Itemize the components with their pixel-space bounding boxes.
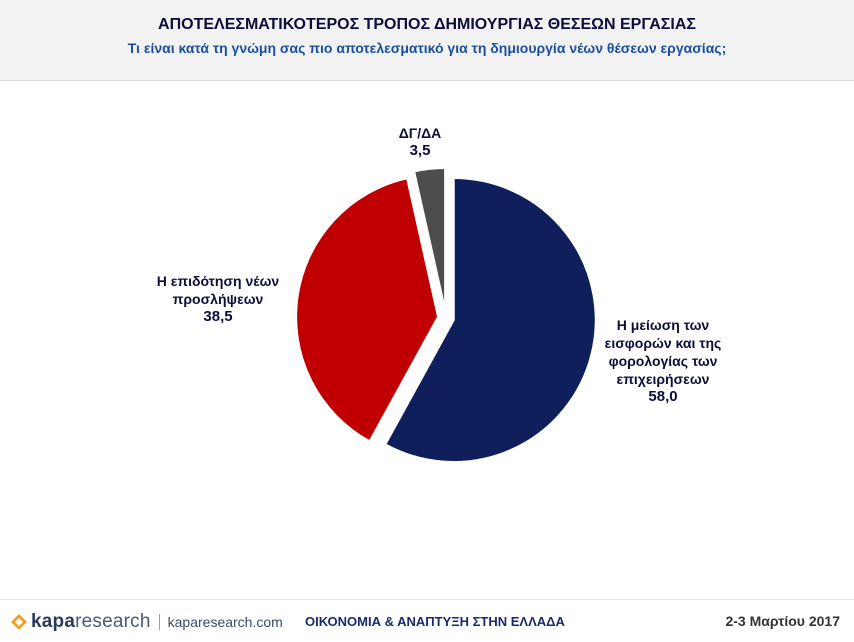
header-bar: ΑΠΟΤΕΛΕΣΜΑΤΙΚΟΤΕΡΟΣ ΤΡΟΠΟΣ ΔΗΜΙΟΥΡΓΙΑΣ Θ…: [0, 0, 854, 81]
slice-label-line: Η μείωση των: [616, 317, 710, 333]
slice-label-dont-know: ΔΓ/ΔΑ 3,5: [380, 124, 460, 160]
brand-separator: [158, 614, 160, 630]
brand-name-bold: kapa: [31, 611, 76, 632]
page-title: ΑΠΟΤΕΛΕΣΜΑΤΙΚΟΤΕΡΟΣ ΤΡΟΠΟΣ ΔΗΜΙΟΥΡΓΙΑΣ Θ…: [158, 16, 696, 33]
footer-caption: ΟΙΚΟΝΟΜΙΑ & ΑΝΑΠΤΥΞΗ ΣΤΗΝ ΕΛΛΑΔΑ: [305, 614, 565, 629]
pie-slice-dont-know: [412, 167, 447, 311]
slice-label-line: προσλήψεων: [172, 291, 264, 307]
slice-value: 38,5: [203, 308, 233, 325]
kapa-logo-icon: [11, 614, 27, 630]
brand-logo: kaparesearch kaparesearch.com: [10, 611, 283, 633]
brand-name-light: research: [75, 611, 151, 632]
slice-label-hiring-subsidy: Η επιδότηση νέων προσλήψεων 38,5: [148, 272, 288, 326]
slice-label-line: εισφορών και της: [604, 335, 722, 351]
page-subtitle: Τι είναι κατά τη γνώμη σας πιο αποτελεσμ…: [127, 40, 727, 56]
footer-date: 2-3 Μαρτίου 2017: [725, 613, 840, 629]
brand-name: kaparesearch: [31, 611, 151, 633]
slice-label-line: φορολογίας των: [608, 353, 718, 369]
brand-site: kaparesearch.com: [167, 614, 283, 630]
pie-slice-hiring-subsidy: [295, 177, 440, 443]
pie-slice-reduce-contributions: [383, 176, 597, 463]
slice-value: 3,5: [409, 142, 431, 159]
slice-label-line: ΔΓ/ΔΑ: [398, 125, 442, 141]
slice-label-line: επιχειρήσεων: [616, 371, 710, 387]
footer-bar: [0, 599, 854, 642]
slice-value: 58,0: [648, 388, 678, 405]
slice-label-line: Η επιδότηση νέων: [156, 273, 280, 289]
slice-label-reduce-contributions: Η μείωση των εισφορών και της φορολογίας…: [598, 316, 728, 406]
